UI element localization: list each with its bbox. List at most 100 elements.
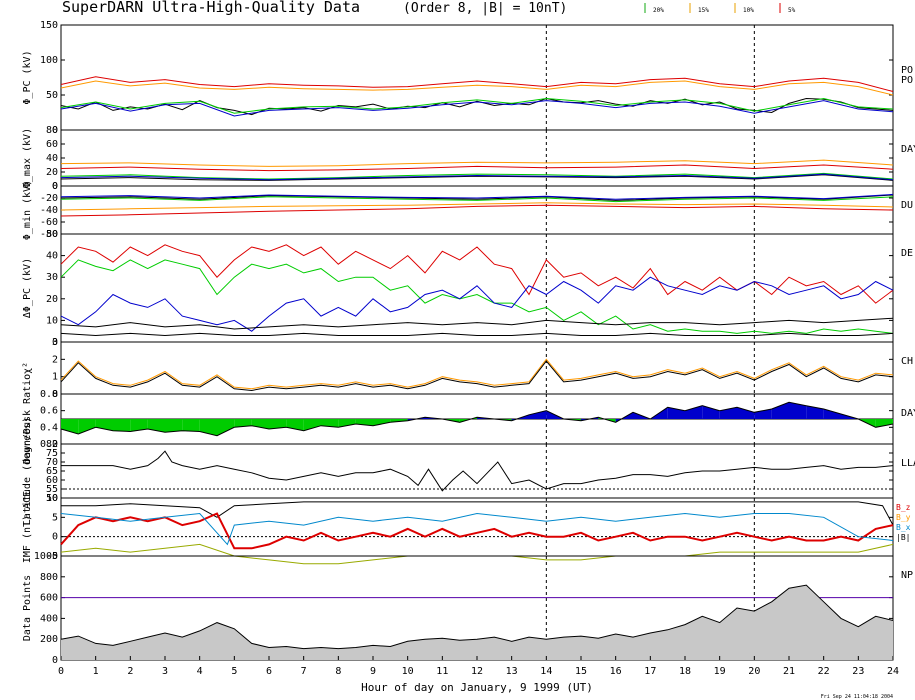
- y-tick-label: 60: [46, 475, 58, 486]
- x-tick-label: 11: [436, 666, 448, 677]
- series-line: [60, 97, 894, 114]
- y-tick-label: 200: [40, 634, 58, 645]
- y-tick-label: 65: [46, 466, 58, 477]
- x-tick-label: 8: [335, 666, 341, 677]
- ratio-fill: [130, 419, 148, 432]
- y-tick-label: 600: [40, 593, 58, 604]
- y-tick-label: 10: [46, 315, 58, 326]
- right-label: DE: [901, 248, 913, 259]
- y-axis-label: Φ_PC (kV): [22, 50, 33, 104]
- y-tick-label: 1000: [34, 551, 58, 562]
- y-tick-label: 50: [46, 229, 58, 240]
- y-axis-label: Φ_min (kV): [22, 180, 33, 240]
- right-label: NP: [901, 570, 913, 581]
- panel-delta_phi: 0 10 20 30 40 50 ΔΦ_PC (kV) DE: [22, 229, 913, 348]
- top-legend: 20% 15% 10% 5%: [644, 3, 796, 14]
- y-tick-label: 0: [52, 125, 58, 136]
- x-tick-label: 1: [93, 666, 99, 677]
- panel-imf: -5 0 5 10 IMF (nT) ACE B_zB_yB_x|B|: [22, 491, 911, 565]
- series-line: [60, 196, 894, 203]
- ratio-fill: [806, 405, 824, 419]
- y-tick-label: 0: [52, 389, 58, 400]
- ratio-fill: [165, 419, 183, 433]
- ratio-fill: [269, 419, 287, 429]
- x-tick-label: 15: [575, 666, 587, 677]
- imf-legend-label: |B|: [896, 533, 910, 542]
- panel-frame: [60, 341, 894, 395]
- legend-label: 5%: [788, 7, 796, 14]
- y-tick-label: 0.6: [40, 406, 58, 417]
- ratio-fill: [251, 419, 269, 429]
- y-tick-label: 60: [46, 139, 58, 150]
- series-line: [60, 317, 894, 330]
- y-axis-label: IMF (nT) ACE: [22, 491, 33, 563]
- y-tick-label: 2: [52, 354, 58, 365]
- timestamp: Fri Sep 24 11:04:18 2004: [821, 694, 893, 700]
- series-line: [60, 80, 894, 96]
- x-tick-label: 3: [162, 666, 168, 677]
- y-tick-label: 0: [52, 655, 58, 666]
- y-tick-label: 50: [46, 493, 58, 504]
- y-tick-label: 20: [46, 167, 58, 178]
- y-tick-label: 100: [40, 55, 58, 66]
- ratio-fill: [199, 419, 217, 436]
- x-tick-label: 14: [540, 666, 552, 677]
- y-tick-label: -60: [40, 217, 58, 228]
- imf-legend-label: B_z: [896, 503, 911, 512]
- series-line: [60, 100, 894, 117]
- panel-phi_min: -80-60-40-200 Φ_min (kV) DU: [22, 180, 913, 240]
- x-tick-label: 21: [783, 666, 795, 677]
- y-tick-label: 30: [46, 272, 58, 283]
- x-tick-label: 18: [679, 666, 691, 677]
- x-tick-label: 24: [887, 666, 899, 677]
- y-axis-label: Latitude (degrees): [22, 417, 33, 525]
- right-label: PO: [901, 65, 913, 76]
- series-line: [60, 97, 894, 116]
- ratio-fill: [373, 419, 391, 426]
- panel-ratio: 0.2 0.4 0.6 0.8 Dawn/Dusk Ratio DAY: [22, 374, 915, 464]
- legend-label: 15%: [698, 7, 709, 14]
- ratio-fill: [217, 419, 235, 436]
- y-tick-label: 50: [46, 90, 58, 101]
- y-tick-label: 80: [46, 125, 58, 136]
- panel-data_points: 0 200 400 600 800 1000 Data Points NP: [22, 551, 913, 666]
- series-line: [60, 202, 894, 211]
- y-tick-label: 5: [52, 512, 58, 523]
- x-tick-label: 17: [644, 666, 656, 677]
- series-line: [60, 173, 894, 181]
- y-tick-label: 10: [46, 493, 58, 504]
- y-tick-label: 20: [46, 294, 58, 305]
- y-tick-label: -20: [40, 193, 58, 204]
- y-axis-label: Data Points: [22, 575, 33, 641]
- y-tick-label: 0.8: [40, 389, 58, 400]
- panel-frame: [60, 24, 894, 131]
- legend-label: 20%: [653, 7, 664, 14]
- x-tick-label: 0: [58, 666, 64, 677]
- x-tick-label: 9: [370, 666, 376, 677]
- ratio-fill: [147, 419, 165, 433]
- legend-label: 10%: [743, 7, 754, 14]
- series-line: [60, 204, 894, 217]
- x-tick-label: 13: [506, 666, 518, 677]
- y-axis-label: ΔΦ_PC (kV): [22, 258, 33, 318]
- imf-legend-label: B_y: [896, 513, 911, 522]
- y-axis-label: χ²: [22, 362, 33, 374]
- panel-chi2: 0 1 2 3 χ² CH: [22, 337, 913, 400]
- series-line: [60, 276, 894, 332]
- y-tick-label: 70: [46, 457, 58, 468]
- ratio-fill: [737, 407, 755, 419]
- y-tick-label: 0: [52, 337, 58, 348]
- x-tick-label: 19: [714, 666, 726, 677]
- y-tick-label: -40: [40, 205, 58, 216]
- panel-frame: [60, 185, 894, 235]
- right-label: DAY: [901, 408, 915, 419]
- panel-frame: [60, 443, 894, 499]
- x-tick-label: 22: [818, 666, 830, 677]
- y-tick-label: 1: [52, 372, 58, 383]
- series-line: [60, 159, 894, 167]
- y-tick-label: 75: [46, 448, 58, 459]
- y-tick-label: 3: [52, 337, 58, 348]
- chart-params: (Order 8, |B| = 10nT): [403, 1, 567, 16]
